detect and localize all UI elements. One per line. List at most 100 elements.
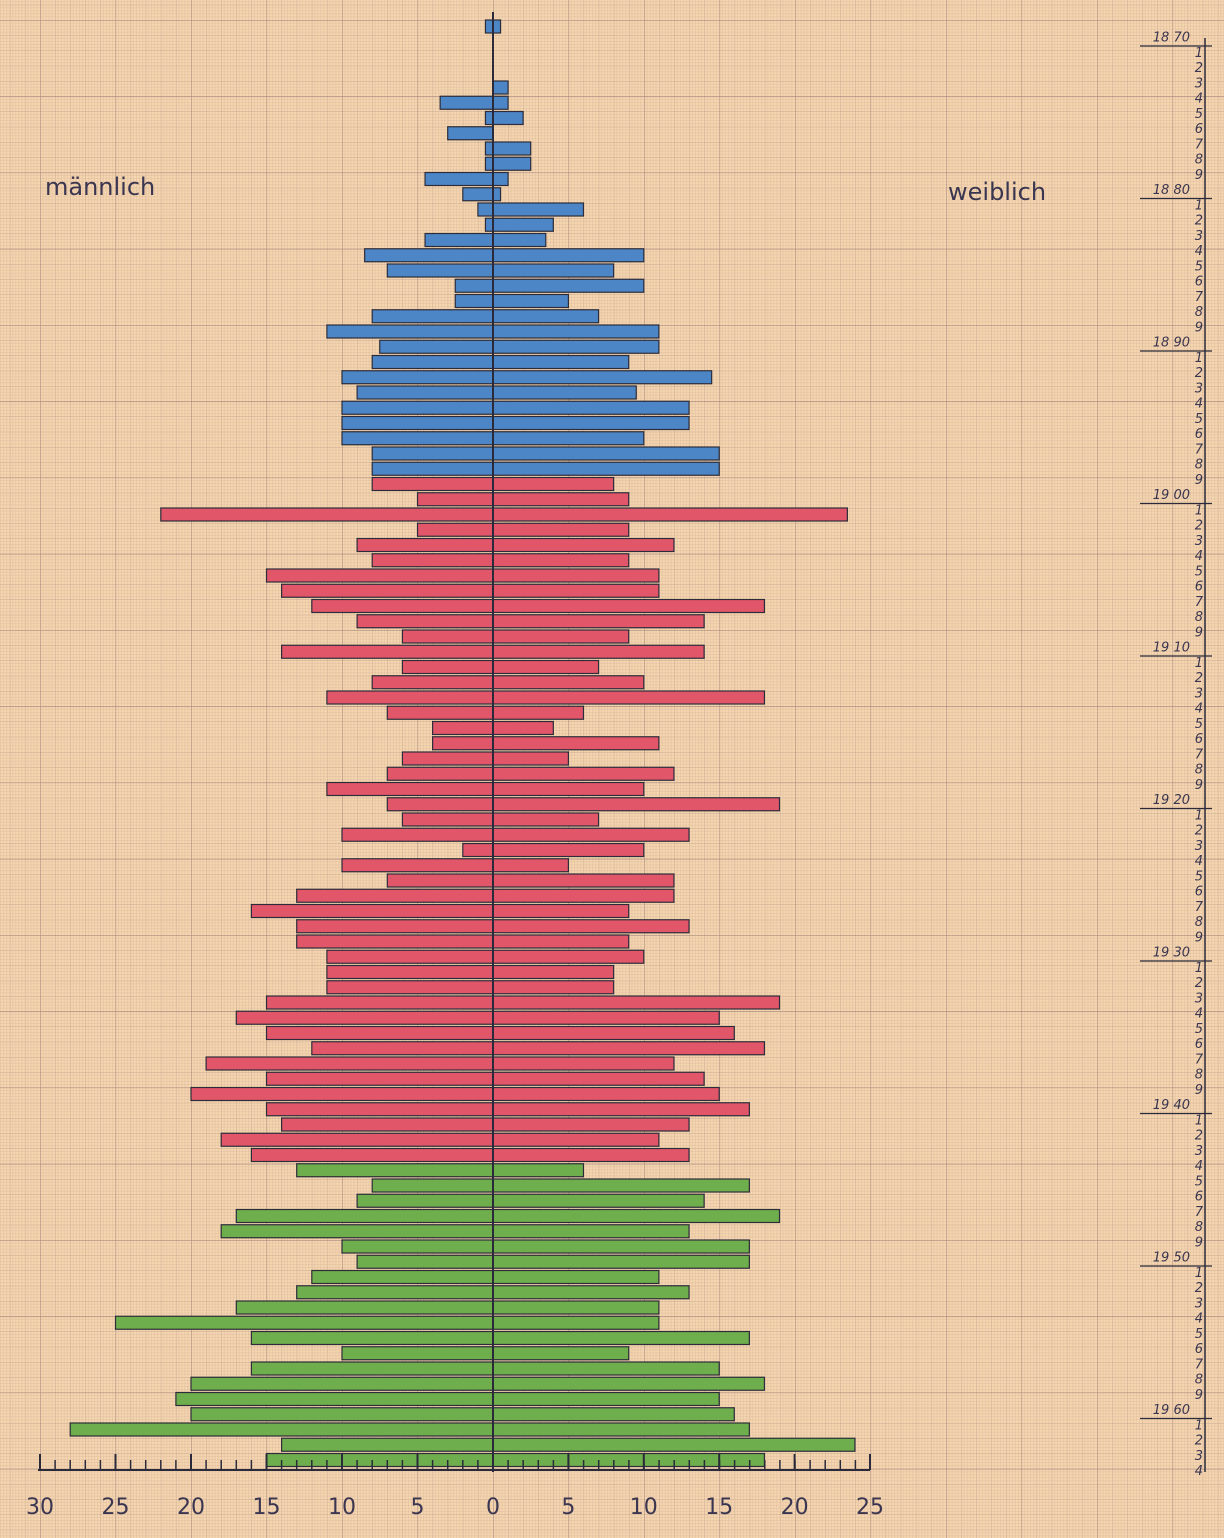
bar bbox=[493, 157, 531, 170]
bar bbox=[267, 996, 494, 1009]
x-tick-label: 10 bbox=[630, 1495, 658, 1520]
year-label: 1 bbox=[1195, 351, 1203, 366]
bar bbox=[493, 478, 614, 491]
bar bbox=[282, 1438, 493, 1451]
year-label: 5 bbox=[1195, 412, 1203, 427]
year-label: 4 bbox=[1195, 92, 1203, 107]
x-tick-label: 20 bbox=[177, 1495, 205, 1520]
bar bbox=[485, 142, 493, 155]
bar bbox=[493, 874, 674, 887]
bar bbox=[493, 1072, 704, 1085]
bar bbox=[282, 645, 493, 658]
bar bbox=[297, 889, 493, 902]
bar bbox=[251, 1149, 493, 1162]
bar bbox=[297, 935, 493, 948]
bar bbox=[236, 1011, 493, 1024]
bar bbox=[493, 1377, 764, 1390]
bar bbox=[297, 920, 493, 933]
year-label: 19 30 bbox=[1153, 946, 1190, 961]
bar bbox=[440, 96, 493, 109]
bar bbox=[493, 950, 644, 963]
bar bbox=[425, 234, 493, 247]
x-tick-label: 10 bbox=[328, 1495, 356, 1520]
bar bbox=[267, 1072, 494, 1085]
bar bbox=[493, 1042, 764, 1055]
year-label: 8 bbox=[1195, 305, 1203, 320]
bar bbox=[493, 966, 614, 979]
bar bbox=[493, 432, 644, 445]
bar bbox=[342, 371, 493, 384]
year-label: 9 bbox=[1195, 473, 1203, 488]
year-label: 3 bbox=[1195, 1296, 1203, 1311]
bar bbox=[282, 584, 493, 597]
bar bbox=[493, 615, 704, 628]
bar bbox=[493, 691, 764, 704]
year-label: 7 bbox=[1195, 1205, 1204, 1220]
year-label: 6 bbox=[1195, 122, 1203, 137]
year-label: 19 00 bbox=[1153, 488, 1190, 503]
x-tick-label: 5 bbox=[411, 1495, 425, 1520]
year-label: 7 bbox=[1195, 442, 1204, 457]
bar bbox=[191, 1377, 493, 1390]
bar bbox=[493, 828, 689, 841]
year-label: 3 bbox=[1195, 839, 1203, 854]
chart: männlich weiblich 0510152025305101520251… bbox=[0, 0, 1224, 1538]
year-label: 4 bbox=[1195, 397, 1203, 412]
bar bbox=[493, 1332, 749, 1345]
bar bbox=[493, 1179, 749, 1192]
year-label: 2 bbox=[1195, 1129, 1203, 1144]
bar bbox=[493, 1408, 734, 1421]
year-label: 3 bbox=[1195, 1449, 1203, 1464]
bar bbox=[493, 1133, 659, 1146]
bar bbox=[342, 828, 493, 841]
bar bbox=[493, 1301, 659, 1314]
year-label: 6 bbox=[1195, 885, 1203, 900]
bar bbox=[425, 173, 493, 186]
bar bbox=[493, 447, 719, 460]
year-label: 3 bbox=[1195, 381, 1203, 396]
bar bbox=[493, 783, 644, 796]
year-label: 1 bbox=[1195, 503, 1203, 518]
year-label: 5 bbox=[1195, 717, 1203, 732]
bar bbox=[493, 1225, 689, 1238]
year-label: 8 bbox=[1195, 458, 1203, 473]
bar bbox=[327, 691, 493, 704]
bar bbox=[327, 783, 493, 796]
bar bbox=[70, 1423, 493, 1436]
year-label: 7 bbox=[1195, 595, 1204, 610]
year-label: 8 bbox=[1195, 915, 1203, 930]
bar bbox=[493, 523, 629, 536]
bar bbox=[485, 112, 493, 125]
bar bbox=[402, 630, 493, 643]
year-label: 2 bbox=[1195, 824, 1203, 839]
year-label: 5 bbox=[1195, 1022, 1203, 1037]
year-label: 6 bbox=[1195, 1190, 1203, 1205]
bar bbox=[493, 462, 719, 475]
bar bbox=[463, 188, 493, 201]
bar bbox=[493, 218, 553, 231]
bar bbox=[493, 371, 712, 384]
year-label: 1 bbox=[1195, 46, 1203, 61]
bar bbox=[478, 203, 493, 216]
bar bbox=[402, 813, 493, 826]
bar bbox=[342, 417, 493, 430]
year-label: 9 bbox=[1195, 930, 1203, 945]
year-label: 4 bbox=[1195, 1312, 1203, 1327]
bar bbox=[357, 539, 493, 552]
bar bbox=[493, 600, 764, 613]
year-label: 6 bbox=[1195, 427, 1203, 442]
year-label: 3 bbox=[1195, 686, 1203, 701]
year-label: 7 bbox=[1195, 137, 1204, 152]
year-label: 1 bbox=[1195, 1266, 1203, 1281]
bar bbox=[493, 1316, 659, 1329]
bar bbox=[493, 1027, 734, 1040]
year-label: 6 bbox=[1195, 580, 1203, 595]
year-label: 8 bbox=[1195, 763, 1203, 778]
bar bbox=[455, 279, 493, 292]
bar bbox=[493, 1088, 719, 1101]
bar bbox=[357, 615, 493, 628]
bar bbox=[463, 844, 493, 857]
year-label: 4 bbox=[1195, 1159, 1203, 1174]
bar bbox=[282, 1118, 493, 1131]
bar bbox=[493, 981, 614, 994]
